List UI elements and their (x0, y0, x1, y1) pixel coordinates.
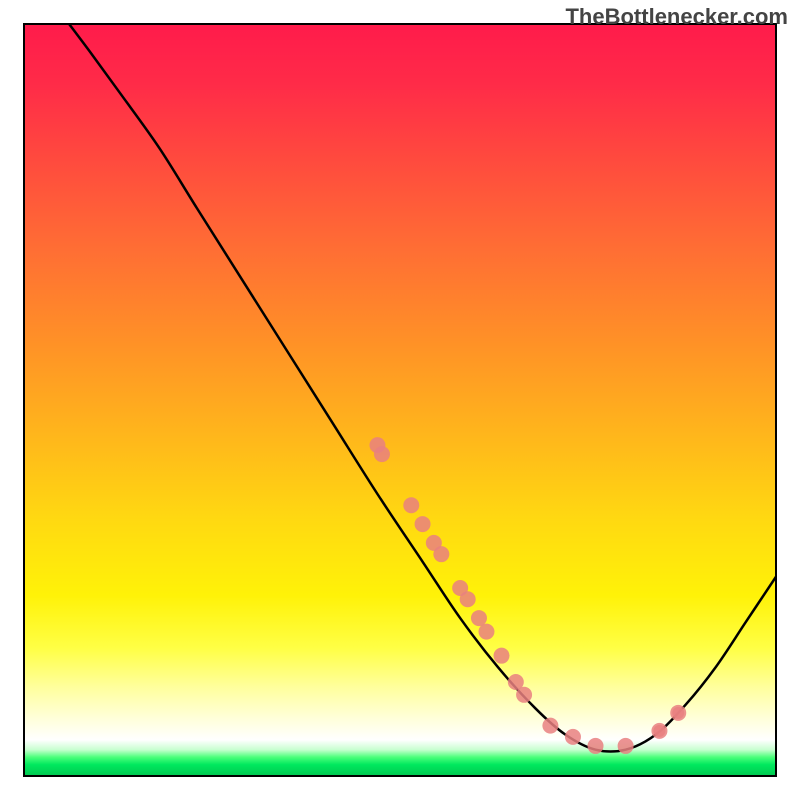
data-marker (565, 729, 581, 745)
data-marker (460, 591, 476, 607)
data-marker (653, 725, 665, 737)
data-marker (478, 624, 494, 640)
data-marker (672, 707, 684, 719)
data-marker (415, 516, 431, 532)
data-marker (542, 718, 558, 734)
chart-container: TheBottlenecker.com (0, 0, 800, 800)
data-marker (433, 546, 449, 562)
curve-plot (0, 0, 800, 800)
watermark-text: TheBottlenecker.com (565, 4, 788, 30)
data-marker (588, 738, 604, 754)
data-marker (494, 648, 510, 664)
data-marker (471, 610, 487, 626)
data-marker (374, 446, 390, 462)
plot-border (24, 24, 776, 776)
data-marker (403, 497, 419, 513)
bottleneck-curve (69, 24, 776, 752)
data-marker (618, 738, 634, 754)
data-marker (516, 687, 532, 703)
